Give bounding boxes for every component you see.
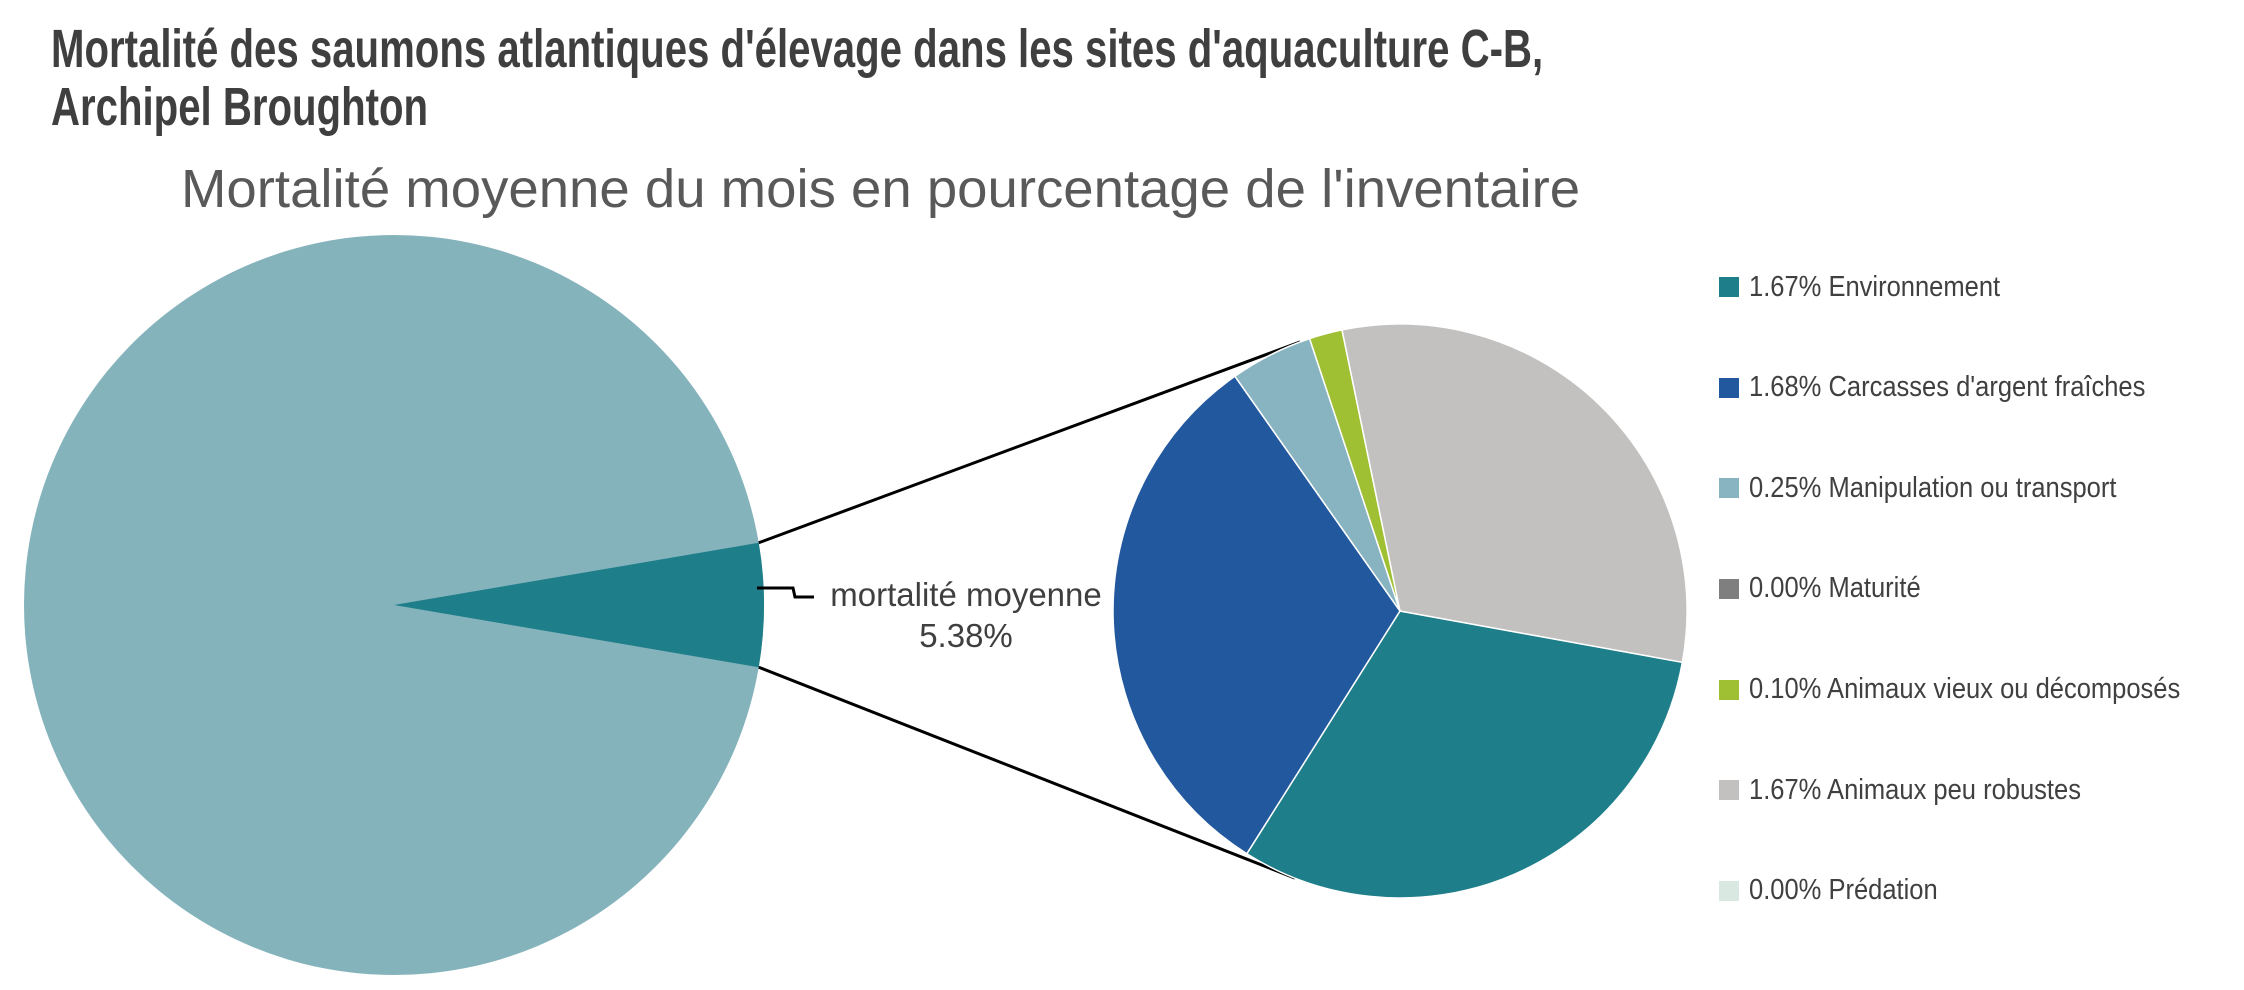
legend-swatch-icon bbox=[1719, 377, 1739, 398]
callout-label-text: mortalité moyenne bbox=[830, 576, 1102, 613]
legend-item: 0.10% Animaux vieux ou décomposés bbox=[1719, 673, 2219, 707]
legend-item-label: 0.00% Maturité bbox=[1749, 572, 1921, 605]
connector-line-upper bbox=[758, 340, 1301, 545]
legend-item: 0.00% Prédation bbox=[1719, 874, 2219, 908]
secondary-pie-slice-animaux-peu-robustes bbox=[1341, 323, 1688, 664]
secondary-pie-slice-environnement bbox=[1246, 610, 1684, 899]
main-pie-detail-wedge bbox=[394, 542, 765, 668]
legend-swatch-icon bbox=[1719, 780, 1739, 801]
legend-swatch-icon bbox=[1719, 478, 1739, 499]
legend-item: 1.67% Animaux peu robustes bbox=[1719, 773, 2219, 807]
callout-value-text: 5.38% bbox=[919, 617, 1013, 654]
connector-line-lower bbox=[758, 665, 1296, 880]
legend-swatch-icon bbox=[1719, 578, 1739, 599]
legend-item: 1.68% Carcasses d'argent fraîches bbox=[1719, 371, 2219, 405]
legend-item-label: 0.00% Prédation bbox=[1749, 874, 1938, 907]
legend-item: 0.25% Manipulation ou transport bbox=[1719, 471, 2219, 505]
callout-leader-line bbox=[757, 586, 814, 599]
legend-item-label: 1.68% Carcasses d'argent fraîches bbox=[1749, 371, 2146, 404]
legend-item: 0.00% Maturité bbox=[1719, 572, 2219, 606]
legend-item-label: 0.10% Animaux vieux ou décomposés bbox=[1749, 673, 2181, 706]
chart-subtitle: Mortalité moyenne du mois en pourcentage… bbox=[181, 159, 1581, 219]
legend-item: 1.67% Environnement bbox=[1719, 270, 2219, 304]
legend-swatch-icon bbox=[1719, 679, 1739, 700]
secondary-pie-slice-carcasses-d-argent-fraiches bbox=[1112, 375, 1401, 855]
legend-swatch-icon bbox=[1719, 277, 1739, 297]
legend-item-label: 1.67% Animaux peu robustes bbox=[1749, 773, 2081, 806]
legend: 1.67% Environnement 1.68% Carcasses d'ar… bbox=[1719, 270, 2219, 908]
legend-item-label: 1.67% Environnement bbox=[1749, 270, 2001, 303]
legend-item-label: 0.25% Manipulation ou transport bbox=[1749, 471, 2117, 504]
chart-title-line-2: Archipel Broughton bbox=[51, 77, 429, 137]
chart-title: Mortalité des saumons atlantiques d'élev… bbox=[51, 20, 2057, 136]
callout-label: mortalité moyenne 5.38% bbox=[820, 574, 1112, 656]
legend-swatch-icon bbox=[1719, 880, 1739, 901]
chart-title-line-1: Mortalité des saumons atlantiques d'élev… bbox=[51, 19, 1544, 79]
